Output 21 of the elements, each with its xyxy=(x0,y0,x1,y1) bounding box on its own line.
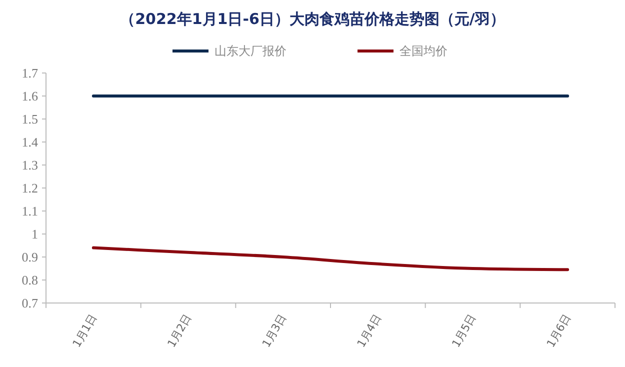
y-tick-label: 1.6 xyxy=(22,88,38,104)
y-tick-label: 1.1 xyxy=(22,204,38,219)
y-tick-label: 1 xyxy=(32,226,38,242)
line-series xyxy=(92,246,570,272)
x-tick-label: 1月2日 xyxy=(164,312,194,350)
chart-title: （2022年1月1日-6日）大肉食鸡苗价格走势图（元/羽） xyxy=(120,10,505,28)
y-tick-label: 1.2 xyxy=(22,180,38,196)
y-tick-label: 0.7 xyxy=(22,296,38,311)
legend-label: 全国均价 xyxy=(400,44,448,58)
x-tick-label: 1月6日 xyxy=(544,312,574,350)
legend-label: 山东大厂报价 xyxy=(214,44,286,58)
x-tick-label: 1月5日 xyxy=(449,312,479,350)
y-tick-label: 1.3 xyxy=(22,158,38,173)
y-tick-label: 1.4 xyxy=(22,134,38,150)
x-tick-label: 1月3日 xyxy=(260,312,290,350)
x-tick-label: 1月1日 xyxy=(70,312,100,350)
y-tick-label: 0.9 xyxy=(22,250,38,265)
y-tick-label: 1.5 xyxy=(22,112,38,127)
y-tick-label: 1.7 xyxy=(22,66,38,81)
y-tick-label: 0.8 xyxy=(22,272,38,288)
x-tick-label: 1月4日 xyxy=(354,312,384,350)
